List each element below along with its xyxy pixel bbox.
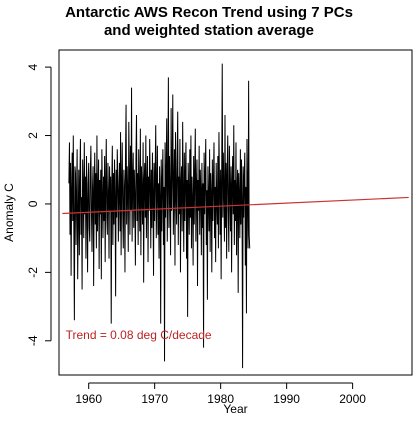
chart-title-line-2: and weighted station average bbox=[103, 22, 315, 39]
x-axis-label: Year bbox=[223, 402, 247, 416]
y-tick-label: -2 bbox=[26, 267, 40, 278]
x-tick-label: 1970 bbox=[141, 392, 168, 406]
y-axis: -4 -2 0 2 4 bbox=[26, 63, 52, 346]
x-tick-label: 2000 bbox=[339, 392, 366, 406]
trend-layer bbox=[62, 196, 409, 215]
x-tick-label: 1960 bbox=[75, 392, 102, 406]
y-tick-label: -4 bbox=[26, 335, 40, 346]
x-tick-label: 1980 bbox=[207, 392, 234, 406]
y-tick-label: 4 bbox=[26, 63, 40, 70]
y-axis-label: Anomaly C bbox=[2, 183, 16, 242]
trend-line bbox=[62, 196, 409, 215]
anomaly-line bbox=[68, 63, 251, 369]
y-tick-label: 2 bbox=[26, 132, 40, 139]
trend-annotation: Trend = 0.08 deg C/decade bbox=[66, 328, 212, 342]
plot-frame bbox=[58, 49, 413, 376]
x-tick-label: 1990 bbox=[273, 392, 300, 406]
y-tick-label: 0 bbox=[26, 200, 40, 207]
chart-title-line-1: Antarctic AWS Recon Trend using 7 PCs bbox=[65, 4, 353, 21]
x-axis: 1960 1970 1980 1990 2000 bbox=[75, 382, 366, 406]
anomaly-series bbox=[68, 63, 251, 369]
